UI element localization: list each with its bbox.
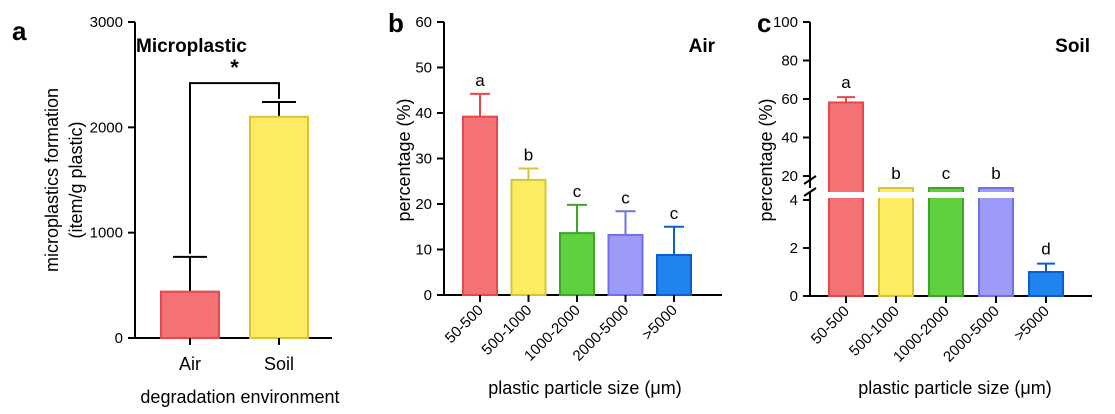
panel-c-bar — [828, 101, 864, 297]
panel-b-label: b — [388, 8, 404, 38]
panel-c-bar — [878, 187, 914, 297]
panel-b-ytick-label: 10 — [415, 242, 432, 259]
panel-c-ytick-label: 0 — [790, 288, 798, 305]
panel-a-ytick-label: 0 — [115, 330, 123, 347]
panel-a-bar — [160, 290, 220, 339]
panel-c-xtick-label: >5000 — [1011, 303, 1053, 345]
panel-b-ytick-label: 30 — [415, 151, 432, 168]
panel-c-bar-break — [877, 192, 915, 198]
panel-b-plot: 0102030405060a50-500b500-1000c1000-2000c… — [415, 14, 722, 365]
panel-c-bar — [1028, 271, 1064, 297]
panel-b-ytick-label: 60 — [415, 14, 432, 31]
panel-c-bar — [928, 187, 964, 297]
panel-c-title: Soil — [1055, 36, 1090, 57]
panel-a-xtick-label: Soil — [264, 354, 294, 374]
panel-c-letter: b — [991, 164, 1000, 183]
panel-a-ytick-label: 1000 — [90, 225, 123, 242]
panel-b-ytick-label: 0 — [424, 287, 432, 304]
panel-a-significance-bracket — [189, 82, 280, 254]
panel-a-significance-label: * — [230, 55, 239, 80]
panel-b-xtick-label: >5000 — [639, 302, 681, 344]
panel-b-xtick-label: 50-500 — [442, 302, 487, 347]
panel-b-letter: a — [475, 71, 485, 90]
panel-c-ylabel: percentage (%) — [756, 98, 776, 221]
panel-c: c Soil percentage (%) plastic particle s… — [756, 8, 1092, 398]
panel-b-ytick-label: 50 — [415, 60, 432, 77]
panel-c-plot: 20406080100024a50-500b500-1000c1000-2000… — [773, 14, 1092, 366]
panel-b-ylabel: percentage (%) — [394, 98, 414, 221]
panel-b-bar — [462, 115, 498, 296]
panel-b-ytick-label: 20 — [415, 196, 432, 213]
panel-c-letter: c — [942, 164, 951, 183]
panel-c-letter: d — [1041, 240, 1050, 259]
panel-a-label: a — [12, 16, 27, 46]
panel-b-bar — [510, 178, 547, 296]
panel-c-label: c — [757, 8, 771, 38]
panel-c-xlabel: plastic particle size (μm) — [858, 378, 1051, 398]
panel-b-letter: c — [573, 182, 582, 201]
panel-b-bar — [607, 233, 644, 297]
panel-c-bar-break — [827, 192, 865, 198]
panel-c-letter: a — [841, 73, 851, 92]
panel-b-bar — [559, 232, 595, 296]
panel-b-title: Air — [689, 36, 716, 57]
panel-c-letter: b — [891, 164, 900, 183]
panel-a-xtick-label: Air — [179, 354, 201, 374]
panel-a-ylabel-line1: microplastics formation — [42, 88, 62, 272]
panel-b-letter: b — [524, 146, 533, 165]
panel-c-bar — [978, 187, 1014, 297]
panel-a-xlabel: degradation environment — [140, 387, 339, 407]
panel-b-bar — [656, 253, 692, 297]
panel-c-ytick-label: 80 — [781, 53, 798, 70]
panel-c-ytick-label: 40 — [781, 130, 798, 147]
panel-a-title: Microplastic — [136, 36, 247, 57]
panel-b-letter: c — [621, 188, 630, 207]
panel-b-ytick-label: 40 — [415, 105, 432, 122]
panel-b-letter: c — [670, 204, 679, 223]
panel-c-ytick-label: 20 — [781, 168, 798, 185]
panel-c-bar-break — [927, 192, 965, 198]
panel-a-bar — [249, 115, 309, 339]
panel-a-ytick-label: 2000 — [90, 119, 123, 136]
panel-c-ytick-label: 100 — [773, 14, 798, 31]
panel-a-plot: 0 1000 2000 3000 Air Soil * — [90, 14, 332, 374]
panel-a-ytick-label: 3000 — [90, 14, 123, 31]
panel-c-bar-break — [977, 192, 1015, 198]
panel-a: a Microplastic microplastics formation (… — [12, 14, 340, 407]
panel-c-ytick-label: 2 — [790, 240, 798, 257]
panel-c-axis-break-mark — [803, 187, 817, 197]
panel-c-ytick-label: 60 — [781, 91, 798, 108]
panel-c-xtick-label: 50-500 — [808, 303, 853, 348]
panel-a-ylabel-line2: (item/g plastic) — [66, 121, 86, 238]
panel-b: b Air percentage (%) plastic particle si… — [388, 8, 722, 398]
panel-c-axis-break-mark — [803, 175, 817, 185]
panel-b-xlabel: plastic particle size (μm) — [488, 378, 681, 398]
panel-c-ytick-label: 4 — [790, 192, 798, 209]
